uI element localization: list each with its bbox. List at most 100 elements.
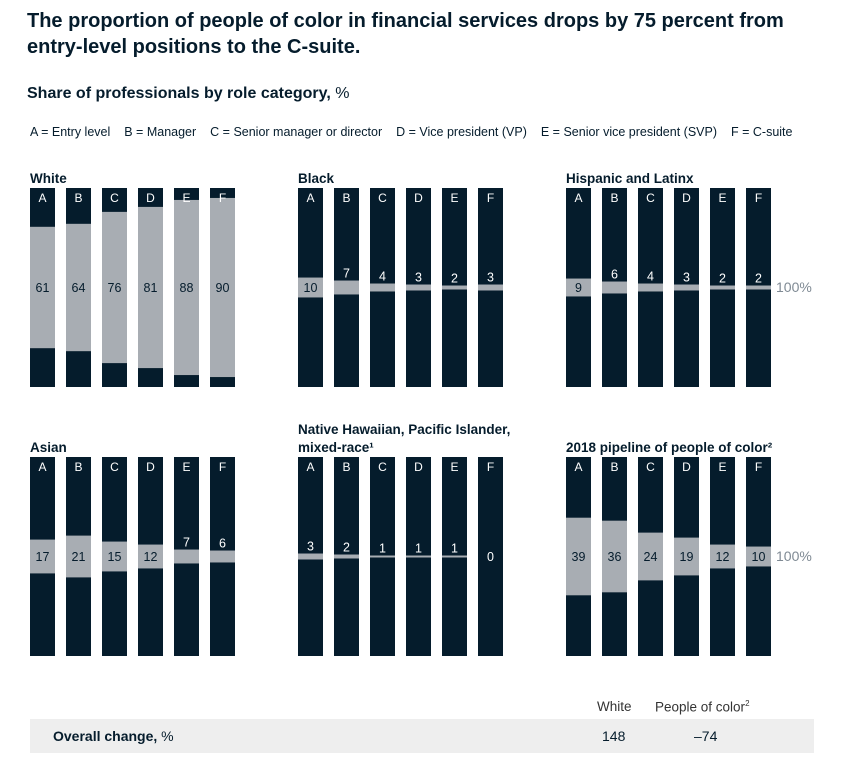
- panel-0-bar-a-value: 61: [36, 281, 50, 295]
- panel-4-bar-a-track: [298, 457, 323, 656]
- legend: A = Entry level B = Manager C = Senior m…: [30, 125, 840, 139]
- panel-2-bar-e-track: [710, 188, 735, 387]
- panel-0-bar-a-segment: [30, 226, 55, 349]
- panel-5-bar-b-value: 36: [608, 550, 622, 564]
- panel-0-bar-e-segment: [174, 199, 199, 376]
- panel-0-bar-c-value: 76: [108, 281, 122, 295]
- panel-2-bar-e-letter: E: [718, 191, 726, 205]
- panel-black: Black: [298, 148, 548, 188]
- panel-5-bar-c-value: 24: [644, 550, 658, 564]
- panel-1-bar-e-value: 2: [451, 272, 458, 286]
- panel-0-bar-c-letter: C: [110, 191, 119, 205]
- change-header-poc-text: People of color: [655, 699, 746, 715]
- panel-4-bar-f-letter: F: [487, 460, 494, 474]
- change-header-poc-sup: 2: [745, 699, 750, 708]
- pct-label-top: 100%: [776, 279, 812, 295]
- subtitle-unit: %: [335, 85, 350, 102]
- panel-3-bar-f-segment: [210, 550, 235, 563]
- overall-change-row: Overall change, % 148 –74: [30, 719, 814, 753]
- panel-1-bar-d-letter: D: [414, 191, 423, 205]
- panel-3-bar-e-segment: [174, 549, 199, 564]
- panel-0-bar-a-track: [30, 188, 55, 387]
- panel-3-bar-c-segment: [102, 541, 127, 572]
- panel-1-bar-d-track: [406, 188, 431, 387]
- legend-item-e: E = Senior vice president (SVP): [540, 125, 717, 139]
- panel-2-bar-b-segment: [602, 281, 627, 294]
- panel-0-bar-d-letter: D: [146, 191, 155, 205]
- panel-0-bar-b-track: [66, 188, 91, 387]
- panel-5-bar-a-letter: A: [574, 460, 582, 474]
- panel-0-bar-e-track: [174, 188, 199, 387]
- panel-5-bar-b-track: [602, 457, 627, 656]
- panel-4-bar-b-letter: B: [342, 460, 350, 474]
- panel-5-bar-a-value: 39: [572, 550, 586, 564]
- panel-title: White: [30, 171, 67, 186]
- panel-4-bar-a-letter: A: [306, 460, 314, 474]
- overall-change-label: Overall change, %: [53, 728, 174, 744]
- panel-5-bar-d-value: 19: [680, 550, 694, 564]
- panel-4-bar-a-value: 3: [307, 540, 314, 554]
- panel-title: Native Hawaiian, Pacific Islander, mixed…: [298, 422, 511, 455]
- panel-4-bar-c-letter: C: [378, 460, 387, 474]
- panel-4-bar-e-segment: [442, 555, 467, 558]
- panel-3-bar-e-value: 7: [183, 536, 190, 550]
- panel-4-bar-e-track: [442, 457, 467, 656]
- panel-3-bar-d-letter: D: [146, 460, 155, 474]
- chart-subtitle: Share of professionals by role category,…: [27, 85, 349, 103]
- panel-0-bar-d-segment: [138, 206, 163, 369]
- panel-5-bar-a-track: [566, 457, 591, 656]
- panel-0-bar-c-segment: [102, 211, 127, 364]
- panel-0-bar-f-letter: F: [219, 191, 226, 205]
- panel-1-bar-e-track: [442, 188, 467, 387]
- panel-3-bar-e-letter: E: [182, 460, 190, 474]
- panel-1-bar-f-track: [478, 188, 503, 387]
- panel-0-bar-a-letter: A: [38, 191, 46, 205]
- legend-item-b: B = Manager: [124, 125, 197, 139]
- panel-4-bar-d-segment: [406, 555, 431, 558]
- panel-3-bar-a-track: [30, 457, 55, 656]
- panel-2-bar-a-value: 9: [575, 281, 582, 295]
- overall-change-poc: –74: [694, 728, 718, 744]
- panel-0-bar-b-segment: [66, 223, 91, 352]
- panel-2-bar-a-track: [566, 188, 591, 387]
- panel-1-bar-c-track: [370, 188, 395, 387]
- panel-3-bar-a-value: 17: [36, 550, 50, 564]
- panel-1-bar-d-segment: [406, 284, 431, 291]
- panel-5-bar-f-track: [746, 457, 771, 656]
- panel-5-bar-b-letter: B: [610, 460, 618, 474]
- panel-2-bar-d-segment: [674, 284, 699, 291]
- panel-5-bar-c-letter: C: [646, 460, 655, 474]
- panel-4-bar-d-letter: D: [414, 460, 423, 474]
- panel-1-bar-f-letter: F: [487, 191, 494, 205]
- panel-2-bar-f-segment: [746, 285, 771, 290]
- panel-4-bar-d-value: 1: [415, 542, 422, 556]
- panel-2-bar-b-letter: B: [610, 191, 618, 205]
- panel-1-bar-b-value: 7: [343, 267, 350, 281]
- panel-3-bar-f-letter: F: [219, 460, 226, 474]
- panel-1-bar-e-letter: E: [450, 191, 458, 205]
- panel-5-bar-f-letter: F: [755, 460, 762, 474]
- panel-0-bar-b-letter: B: [74, 191, 82, 205]
- panel-1-bar-a-value: 10: [304, 281, 318, 295]
- panel-4-bar-b-value: 2: [343, 541, 350, 555]
- panel-2-bar-a-segment: [566, 278, 591, 297]
- panel-5-bar-b-segment: [602, 520, 627, 593]
- panel-0-bar-c-track: [102, 188, 127, 387]
- overall-change-white: 148: [602, 728, 626, 744]
- panel-2-bar-c-segment: [638, 283, 663, 292]
- panel-3-bar-b-track: [66, 457, 91, 656]
- panel-1-bar-c-letter: C: [378, 191, 387, 205]
- panel-4-bar-e-letter: E: [450, 460, 458, 474]
- panel-1-bar-b-track: [334, 188, 359, 387]
- legend-item-d: D = Vice president (VP): [396, 125, 527, 139]
- legend-item-c: C = Senior manager or director: [210, 125, 383, 139]
- panel-hispanic: Hispanic and Latinx: [566, 148, 816, 188]
- panel-3-bar-b-letter: B: [74, 460, 82, 474]
- panel-title: 2018 pipeline of people of color²: [566, 440, 773, 455]
- panel-4-bar-d-track: [406, 457, 431, 656]
- panel-3-bar-c-letter: C: [110, 460, 119, 474]
- panel-5-bar-f-value: 10: [752, 550, 766, 564]
- panel-4-bar-f-track: [478, 457, 503, 656]
- panel-2-bar-a-letter: A: [574, 191, 582, 205]
- panel-2-bar-b-track: [602, 188, 627, 387]
